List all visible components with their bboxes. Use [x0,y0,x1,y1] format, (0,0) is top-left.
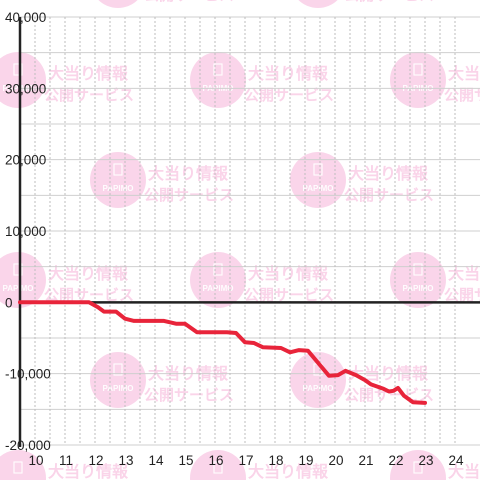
y-tick-label: 0 [5,295,13,310]
x-tick-label: 12 [88,453,103,468]
watermark-phone-icon [313,163,323,176]
y-tick-label: 20,000 [5,153,46,168]
watermark-line2: 公開サービス [244,87,334,104]
watermark-line2: 公開サービス [44,87,134,104]
watermark-brand: PAPIMO [3,84,34,93]
watermark-logo [290,352,346,408]
watermark-line1: 大当り情報 [248,462,329,480]
watermark-brand: PAPIMO [403,284,434,293]
watermark-logo [190,52,246,108]
watermark-logo [390,52,446,108]
watermark-logo [0,450,46,485]
watermark-phone-icon [13,263,23,276]
watermark-line1: 大当り情報 [248,264,329,283]
watermark-line1: 大当り情報 [248,64,329,83]
watermark-phone-icon [213,63,223,76]
watermark-line2: 公開サービス [344,0,434,4]
x-tick-label: 21 [358,453,373,468]
x-tick-label: 11 [59,453,73,468]
watermark-logo [190,252,246,308]
watermark-brand: PAPIMO [103,184,134,193]
watermark-logo [290,152,346,208]
watermark-line2: 公開サービス [44,287,134,304]
watermark-line1: 大当り情報 [448,462,480,480]
watermark-brand: PAPIMO [303,184,334,193]
watermark-brand: PAPIMO [203,284,234,293]
watermark-phone-icon [213,263,223,276]
watermark-logo [98,0,138,8]
watermark-logo [90,152,146,208]
watermark-line2: 公開サービス [144,0,234,4]
watermark-line1: 大当り情報 [48,462,129,480]
watermark-line1: 大当り情報 [148,164,229,183]
watermark-logo [0,252,46,308]
x-tick-label: 17 [238,453,253,468]
watermark-logo [90,352,146,408]
watermark-brand: PAPIMO [303,384,334,393]
watermark-logo [190,450,246,485]
x-tick-label: 22 [388,453,403,468]
x-tick-label: 23 [418,453,433,468]
series-line [18,300,427,405]
y-tick-label: 30,000 [5,81,46,96]
watermark-line1: 大当り情報 [48,264,129,283]
watermark-phone-icon [113,163,123,176]
watermark-line2: 公開サービス [144,387,234,404]
watermark-logo [390,252,446,308]
watermark-line1: 大当り情報 [448,64,480,83]
watermark-line2: 公開サービス [444,287,480,304]
watermark-brand: PAPIMO [103,384,134,393]
y-tick-label: -10,000 [5,367,51,382]
watermark-phone-icon [13,461,23,474]
x-tick-label: 15 [178,453,193,468]
x-tick-label: 20 [328,453,343,468]
watermark-phone-icon [13,63,23,76]
x-tick-label: 16 [208,453,223,468]
x-tick-label: 19 [298,453,313,468]
watermark-line2: 公開サービス [244,287,334,304]
watermark-phone-icon [113,363,123,376]
watermark-phone-icon [413,63,423,76]
x-tick-label: 18 [268,453,283,468]
watermark-logo [298,0,338,8]
x-tick-label: 14 [148,453,164,468]
watermark-line2: 公開サービス [444,87,480,104]
watermark-phone-icon [413,263,423,276]
watermark-logo [390,450,446,485]
watermark-line1: 大当り情報 [48,64,129,83]
watermark-line1: 大当り情報 [448,264,480,283]
x-tick-label: 13 [118,453,133,468]
x-tick-label: 10 [28,453,43,468]
watermark-phone-icon [213,461,223,474]
watermark-line1: 大当り情報 [348,164,429,183]
watermark-logo [0,52,46,108]
y-tick-label: -20,000 [5,438,51,453]
y-tick-label: 40,000 [5,10,46,25]
watermark-phone-icon [413,461,423,474]
y-tick-label: 10,000 [5,224,46,239]
x-tick-label: 24 [448,453,464,468]
watermark-brand: PAPIMO [3,284,34,293]
